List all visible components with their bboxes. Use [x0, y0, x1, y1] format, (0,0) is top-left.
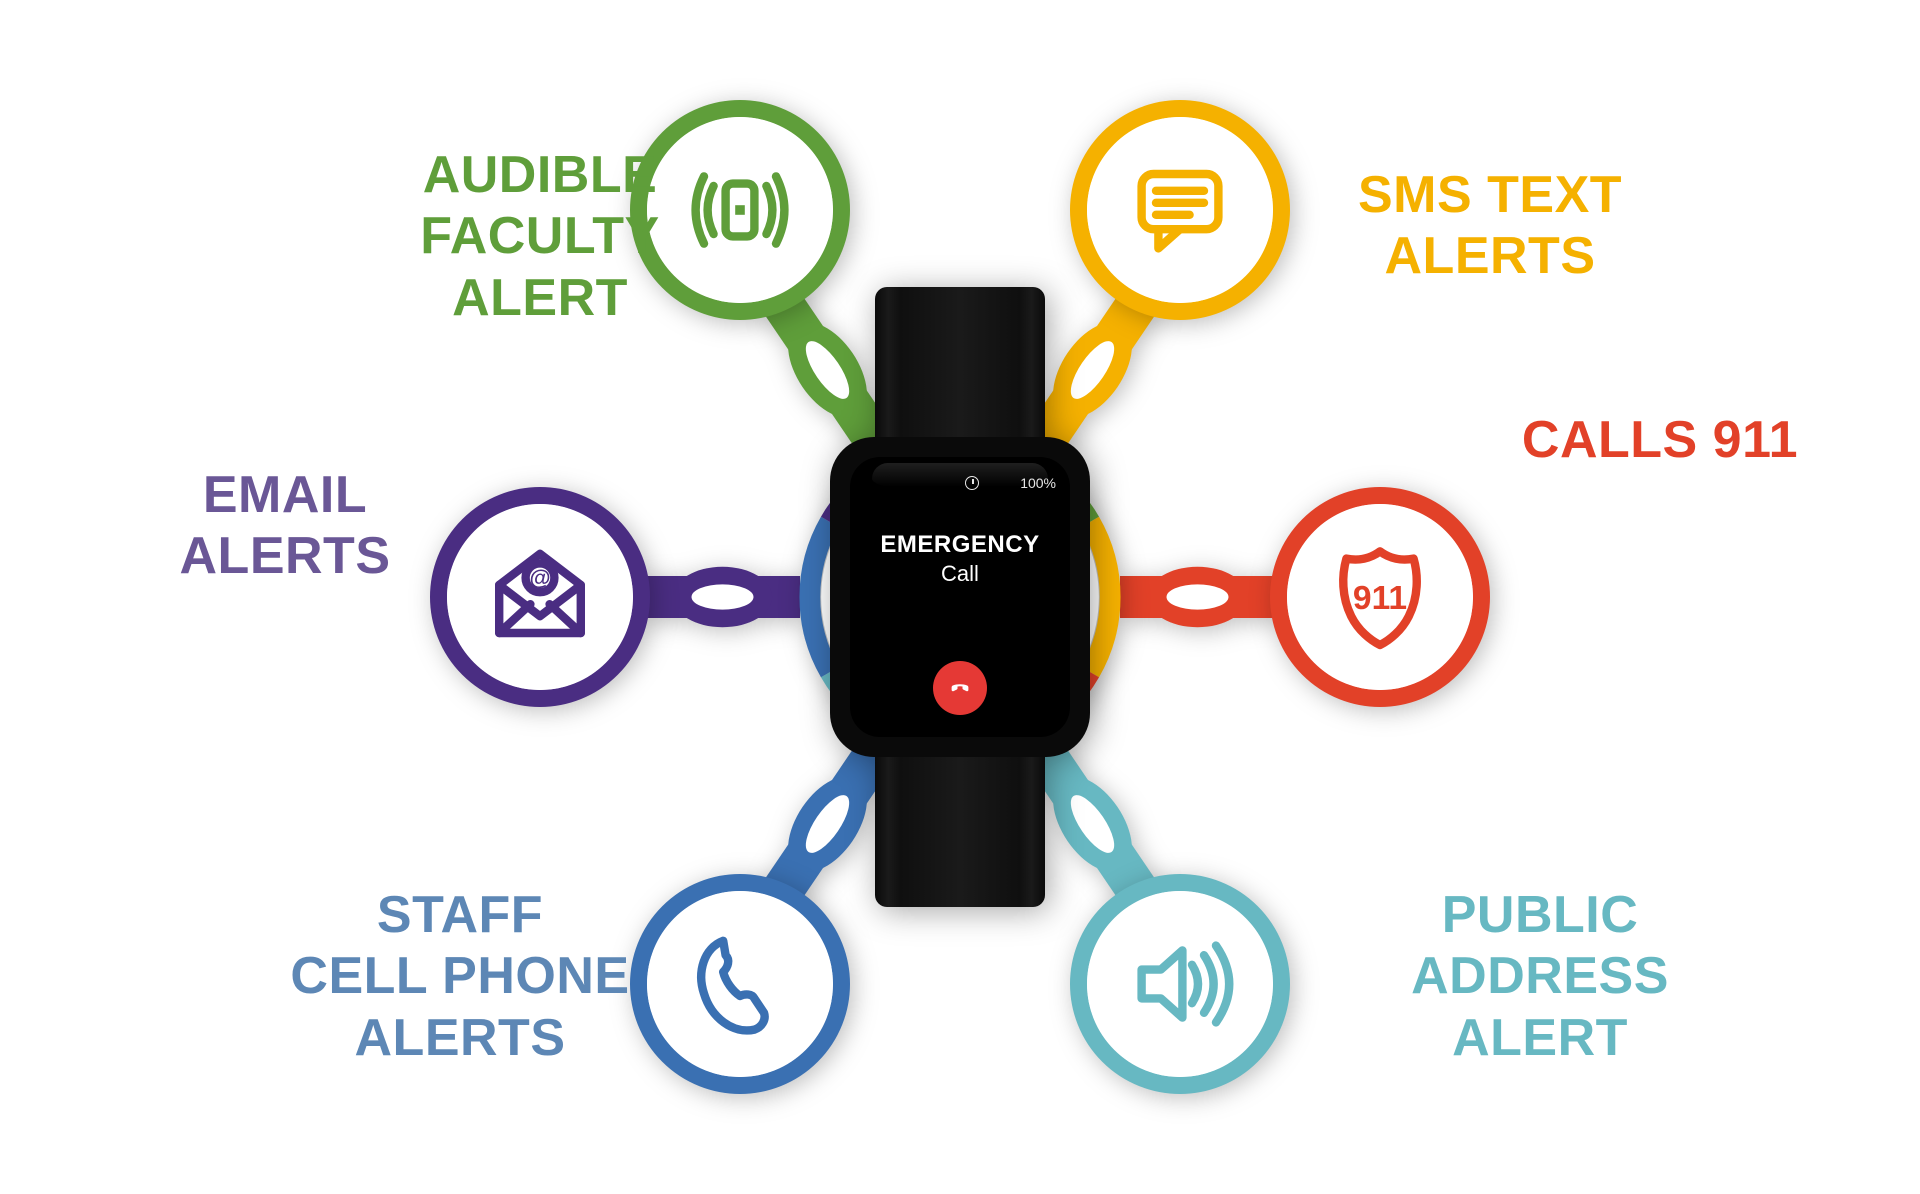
node-calls911: 911: [1270, 487, 1490, 707]
phone-icon: [647, 891, 833, 1077]
svg-text:@: @: [529, 565, 550, 590]
svg-text:911: 911: [1353, 580, 1407, 617]
smartwatch: 100% EMERGENCY Call: [815, 287, 1105, 907]
clock-icon: [965, 476, 979, 490]
watch-call-label: Call: [864, 561, 1056, 587]
phone-hangup-icon: [945, 673, 975, 703]
badge911-icon: 911: [1287, 504, 1473, 690]
watch-screen: 100% EMERGENCY Call: [850, 457, 1070, 737]
label-audible: AUDIBLEFACULTYALERT: [390, 145, 690, 329]
node-staff: [630, 874, 850, 1094]
watch-status-bar: 100%: [864, 475, 1056, 491]
label-sms: SMS TEXTALERTS: [1330, 165, 1650, 288]
battery-percent: 100%: [1020, 475, 1056, 491]
connector-email: [645, 567, 800, 627]
sms-icon: [1087, 117, 1273, 303]
label-pa: PUBLICADDRESSALERT: [1370, 885, 1710, 1069]
node-email: @: [430, 487, 650, 707]
email-icon: @: [447, 504, 633, 690]
end-call-button[interactable]: [933, 661, 987, 715]
speaker-icon: [1087, 891, 1273, 1077]
watch-emergency-label: EMERGENCY: [864, 531, 1056, 559]
label-email: EMAILALERTS: [155, 465, 415, 588]
connector-calls911: [1120, 567, 1275, 627]
label-calls911: CALLS 911: [1500, 410, 1820, 471]
infographic-canvas: @ 911 AUDIBLEFACULTYALERT SMS TEXTALERTS E…: [0, 0, 1920, 1194]
node-pa: [1070, 874, 1290, 1094]
watch-case: 100% EMERGENCY Call: [830, 437, 1090, 757]
label-staff: STAFFCELL PHONEALERTS: [260, 885, 660, 1069]
